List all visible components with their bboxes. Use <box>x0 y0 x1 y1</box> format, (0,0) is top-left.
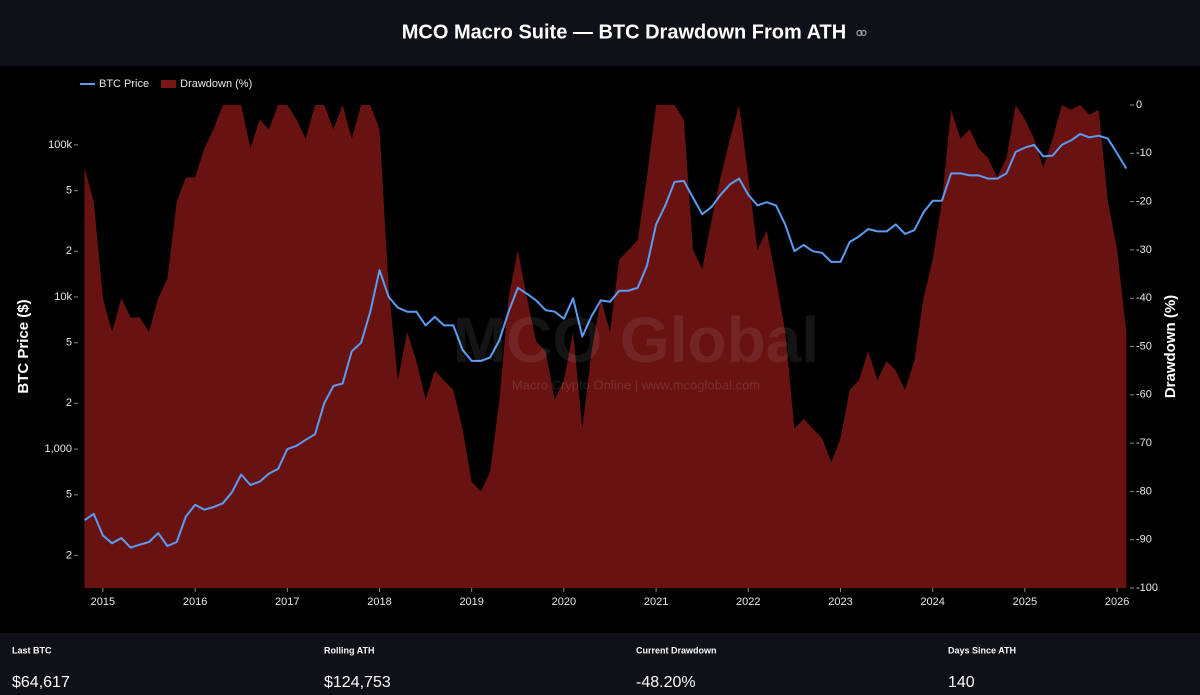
stat-label: Current Drawdown <box>636 645 717 655</box>
y2-axis-title: Drawdown (%) <box>1162 295 1179 398</box>
y-tick-label: 1,000 <box>44 443 72 455</box>
x-tick-label: 2020 <box>552 596 576 608</box>
x-tick-label: 2025 <box>1013 596 1037 608</box>
y2-tick-label: 0 <box>1136 99 1142 111</box>
y-tick-label: 2 <box>66 549 72 561</box>
x-tick-label: 2023 <box>828 596 852 608</box>
y2-tick-label: -30 <box>1136 244 1152 256</box>
x-tick-label: 2018 <box>367 596 391 608</box>
legend-label: BTC Price <box>99 78 149 90</box>
y-tick-label: 2 <box>66 245 72 257</box>
page-title: MCO Macro Suite — BTC Drawdown From ATH <box>402 21 846 43</box>
y2-tick-label: -40 <box>1136 292 1152 304</box>
x-tick-label: 2019 <box>459 596 483 608</box>
y2-tick-label: -10 <box>1136 147 1152 159</box>
y2-tick-label: -100 <box>1136 582 1158 594</box>
y-tick-label: 5 <box>66 489 72 501</box>
y-tick-label: 2 <box>66 397 72 409</box>
x-tick-label: 2026 <box>1105 596 1129 608</box>
y-tick-label: 5 <box>66 185 72 197</box>
y2-tick-label: -90 <box>1136 534 1152 546</box>
stat-value: $64,617 <box>12 674 70 691</box>
y2-tick-label: -70 <box>1136 437 1152 449</box>
x-tick-label: 2022 <box>736 596 760 608</box>
watermark: MCO Global <box>453 304 819 376</box>
x-tick-label: 2017 <box>275 596 299 608</box>
x-tick-label: 2021 <box>644 596 668 608</box>
link-icon[interactable] <box>856 29 867 37</box>
y-tick-label: 10k <box>54 291 72 303</box>
price-line <box>83 133 1128 549</box>
stat-label: Rolling ATH <box>324 645 375 655</box>
watermark-sub: Macro Crypto Online | www.mcoglobal.com <box>512 377 760 392</box>
legend-swatch <box>161 80 177 88</box>
x-tick-label: 2016 <box>183 596 207 608</box>
x-tick-label: 2015 <box>91 596 115 608</box>
y2-tick-label: -20 <box>1136 196 1152 208</box>
y-tick-label: 5 <box>66 337 72 349</box>
legend-label: Drawdown (%) <box>180 78 252 90</box>
stat-value: $124,753 <box>324 674 391 691</box>
stat-value: -48.20% <box>636 674 696 691</box>
stat-label: Days Since ATH <box>948 645 1016 655</box>
stat-value: 140 <box>948 674 975 691</box>
link-icon-part <box>856 29 863 37</box>
stat-label: Last BTC <box>12 645 52 655</box>
y2-tick-label: -50 <box>1136 340 1152 352</box>
y2-tick-label: -60 <box>1136 389 1152 401</box>
drawdown-area <box>84 105 1127 588</box>
y2-tick-label: -80 <box>1136 485 1152 497</box>
y-axis-title: BTC Price ($) <box>15 299 32 393</box>
y-tick-label: 100k <box>48 139 72 151</box>
x-tick-label: 2024 <box>920 596 944 608</box>
link-icon-part <box>860 29 867 37</box>
